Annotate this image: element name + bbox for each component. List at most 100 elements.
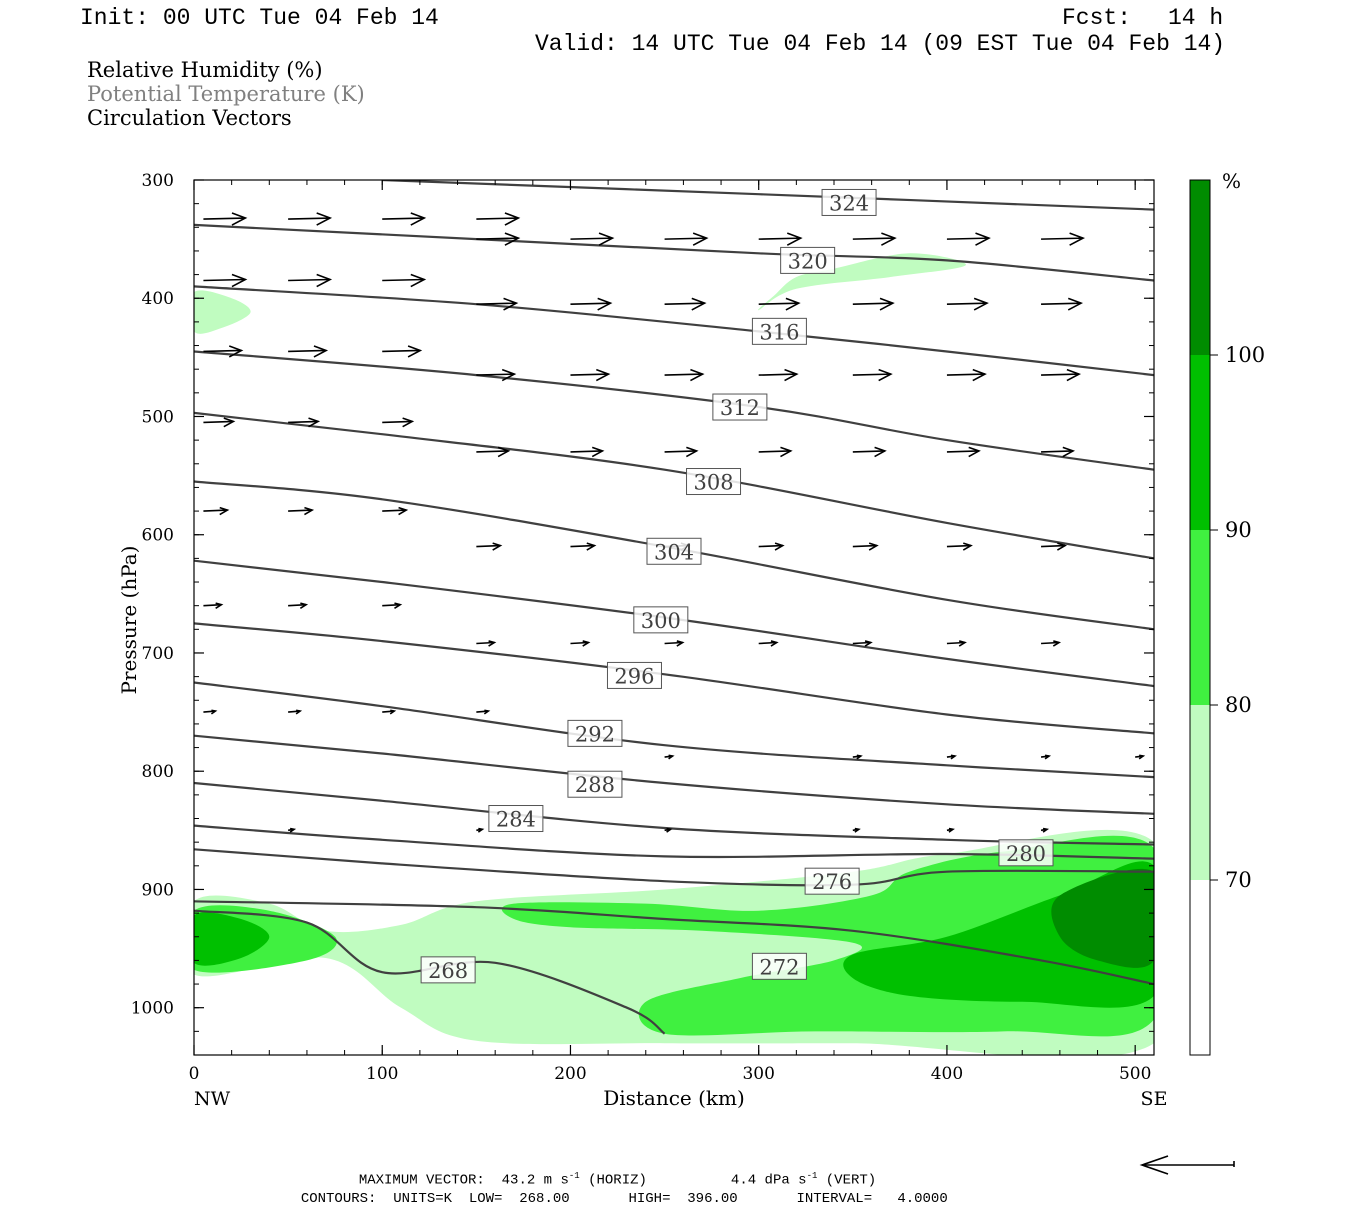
contour-label-300: 300 [641, 609, 681, 633]
circulation-vector [382, 602, 403, 609]
circulation-vector [476, 297, 519, 311]
colorbar-segment-3 [1190, 355, 1210, 530]
circulation-vector [946, 297, 989, 311]
x-tick-label: 100 [366, 1064, 398, 1084]
theta-contour-layer [194, 180, 1154, 1035]
field-vectors-label: Circulation Vectors [87, 106, 292, 130]
circulation-vector [1041, 542, 1068, 551]
circulation-vector [203, 602, 224, 609]
contour-label-324: 324 [829, 191, 869, 215]
x-tick-label: 200 [554, 1064, 586, 1084]
contour-label-box-304 [646, 537, 702, 565]
theta-contour-284 [194, 781, 1154, 846]
rh-region-100-7 [1051, 868, 1154, 968]
y-tick-label: 600 [142, 526, 174, 546]
contour-label-280: 280 [1006, 842, 1046, 866]
y-tick-label: 900 [142, 880, 174, 900]
circulation-vector [1041, 446, 1076, 458]
contour-label-312: 312 [720, 396, 760, 420]
circulation-vector [203, 417, 236, 428]
plot-frame [193, 179, 1155, 1056]
theta-contour-308 [194, 411, 1154, 560]
circulation-vector [946, 542, 973, 551]
colorbar-level-label: 100 [1225, 343, 1265, 367]
contour-label-288: 288 [575, 773, 615, 797]
init-time: Init: 00 UTC Tue 04 Feb 14 [80, 5, 439, 31]
contour-label-284: 284 [496, 808, 536, 832]
circulation-vector [946, 232, 991, 246]
valid-time: Valid: 14 UTC Tue 04 Feb 14 (09 EST Tue … [535, 31, 1226, 57]
circulation-vector [476, 542, 503, 551]
forecast-label: Fcst: [1062, 5, 1132, 31]
circulation-vector [946, 754, 957, 760]
circulation-vector [476, 446, 511, 458]
circulation-vector [382, 506, 409, 516]
circulation-vector [288, 273, 333, 288]
circulation-vector [664, 827, 673, 833]
circulation-vector [288, 345, 329, 358]
circulation-vector [382, 709, 397, 715]
circulation-vector [758, 542, 785, 551]
colorbar: 70 80 90 100% [1189, 169, 1265, 1056]
circulation-vector [758, 297, 801, 311]
circulation-vector [288, 602, 309, 609]
circulation-vector [382, 417, 415, 428]
circulation-vector [476, 368, 517, 382]
forecast-hour: 14 h [1168, 5, 1224, 31]
circulation-vector [287, 827, 297, 833]
circulation-vector [1041, 232, 1086, 246]
footer-horiz-unit: (HORIZ) [588, 1172, 647, 1189]
colorbar-segment-2 [1190, 530, 1210, 705]
contour-label-316: 316 [759, 320, 799, 344]
colorbar-segment-0 [1190, 880, 1210, 1055]
y-tick-label: 700 [142, 644, 174, 664]
circulation-vector [664, 754, 675, 760]
circulation-vector [203, 709, 218, 715]
circulation-vector [1040, 754, 1052, 760]
theta-contour-296 [194, 622, 1154, 735]
contour-label-layer: 324 320 316 312 308 304 300 296 292 288 284 280 276 2… [420, 188, 1054, 984]
footer-contours-low: CONTOURS: UNITS=K LOW= 268.00 [300, 1191, 570, 1207]
footer-horiz-value: 43.2 [501, 1172, 536, 1189]
colorbar-level-label: 80 [1225, 693, 1252, 717]
circulation-vector [946, 446, 981, 458]
circulation-vector [852, 232, 897, 246]
circulation-vector [570, 640, 591, 647]
rh-region-70-2 [194, 290, 251, 334]
circulation-vector [288, 417, 321, 428]
theta-contour-276 [194, 848, 1154, 887]
reference-vector-arrow [1139, 1155, 1235, 1175]
contour-label-320: 320 [788, 249, 828, 273]
vector-layer [203, 212, 1146, 833]
circulation-vector [382, 212, 427, 226]
circulation-vector [1041, 368, 1082, 382]
circulation-vector [476, 827, 485, 833]
endpoint-left-label: NW [194, 1088, 231, 1110]
circulation-vector [570, 368, 611, 382]
contour-label-box-296 [606, 661, 662, 689]
contour-label-box-308 [686, 468, 742, 496]
y-tick-label: 400 [142, 289, 174, 309]
x-tick-label: 300 [742, 1064, 774, 1084]
circulation-vector [664, 640, 685, 647]
circulation-vector [1041, 297, 1084, 311]
circulation-vector [476, 709, 491, 715]
theta-contour-320 [194, 223, 1154, 282]
y-tick-label: 300 [142, 171, 174, 191]
circulation-vector [476, 212, 521, 226]
circulation-vector [758, 368, 799, 382]
circulation-vector [570, 542, 597, 551]
footer-contours-interval: INTERVAL= 4.0000 [796, 1191, 948, 1207]
contour-label-box-316 [751, 317, 807, 345]
contour-label-268: 268 [428, 959, 468, 983]
contour-label-308: 308 [693, 471, 733, 495]
circulation-vector [852, 368, 893, 382]
circulation-vector [476, 640, 497, 647]
circulation-vector [852, 542, 879, 551]
circulation-vector [852, 297, 895, 311]
colorbar-frame [1189, 179, 1211, 1056]
footer-vert-unit: (VERT) [825, 1172, 877, 1189]
circulation-vector [664, 297, 707, 311]
circulation-vector [476, 232, 521, 246]
